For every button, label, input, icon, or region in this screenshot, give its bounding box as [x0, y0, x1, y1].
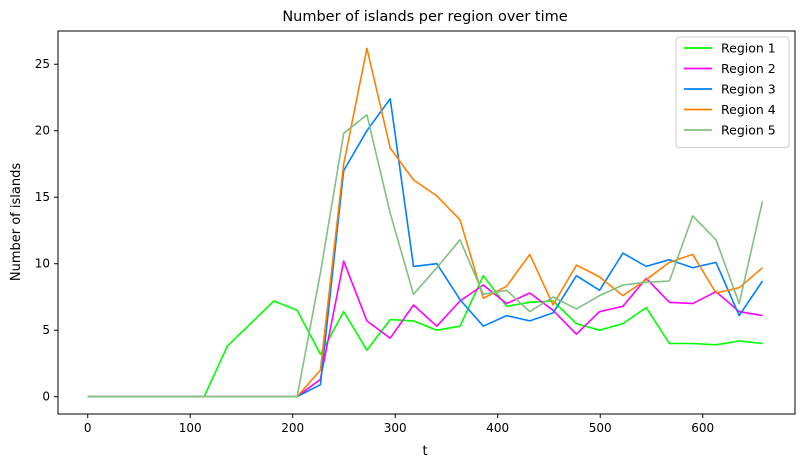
- x-tick-label: 600: [691, 421, 714, 435]
- series-line-region-4: [87, 47, 764, 398]
- legend-label: Region 4: [721, 102, 776, 117]
- y-tick-label: 10: [35, 257, 50, 271]
- chart-title: Number of islands per region over time: [282, 9, 567, 25]
- legend: Region 1 Region 2 Region 3 Region 4 Region 5: [675, 36, 790, 148]
- x-tick-label: 0: [84, 421, 92, 435]
- x-axis-label: t: [422, 444, 427, 459]
- y-tick-label: 20: [35, 124, 50, 138]
- x-tick-label: 200: [281, 421, 304, 435]
- legend-box: [675, 36, 790, 148]
- legend-label: Region 3: [721, 82, 776, 97]
- series-line-region-5: [87, 114, 764, 398]
- y-tick-label: 0: [42, 390, 50, 404]
- series-layer: [87, 47, 764, 398]
- legend-label: Region 5: [721, 123, 776, 138]
- y-ticks: 0 5 10 15 20 25: [35, 57, 58, 404]
- x-tick-label: 400: [486, 421, 509, 435]
- legend-label: Region 1: [721, 41, 776, 56]
- y-tick-label: 5: [42, 323, 50, 337]
- x-ticks: 0 100 200 300 400 500 600: [84, 414, 714, 435]
- x-tick-label: 300: [384, 421, 407, 435]
- y-tick-label: 25: [35, 57, 50, 71]
- y-axis-label: Number of islands: [9, 163, 24, 281]
- x-tick-label: 500: [589, 421, 612, 435]
- legend-label: Region 2: [721, 61, 776, 76]
- series-line-region-3: [87, 98, 764, 398]
- x-tick-label: 100: [179, 421, 202, 435]
- y-tick-label: 15: [35, 190, 50, 204]
- plot-frame: [57, 30, 796, 415]
